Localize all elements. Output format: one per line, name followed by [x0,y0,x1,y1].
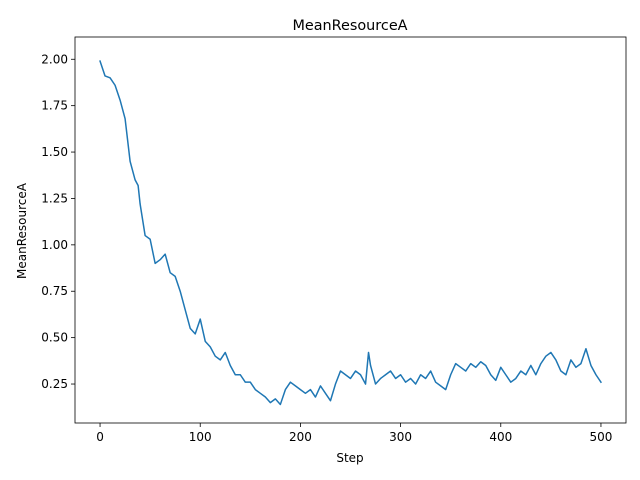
y-tick-label: 0.75 [41,284,68,298]
x-tick-label: 400 [489,430,512,444]
x-tick-label: 500 [590,430,613,444]
y-tick-label: 1.75 [41,99,68,113]
y-tick-label: 1.50 [41,145,68,159]
x-axis-label: Step [336,451,363,465]
y-tick-label: 1.00 [41,238,68,252]
plot-frame [74,36,627,424]
series-line [99,60,602,406]
y-axis-label: MeanResourceA [15,182,29,279]
y-tick-label: 0.25 [41,377,68,391]
chart-title: MeanResourceA [292,18,407,34]
y-tick-label: 1.25 [41,191,68,205]
x-axis: 0 100 200 300 400 500 [96,423,612,444]
plot-area [99,60,602,406]
x-tick-label: 200 [289,430,312,444]
y-axis: 0.25 0.50 0.75 1.00 1.25 1.50 1.75 2.00 [41,52,75,391]
x-tick-label: 100 [189,430,212,444]
x-tick-label: 300 [389,430,412,444]
y-tick-label: 0.50 [41,331,68,345]
x-tick-label: 0 [96,430,104,444]
y-tick-label: 2.00 [41,52,68,66]
